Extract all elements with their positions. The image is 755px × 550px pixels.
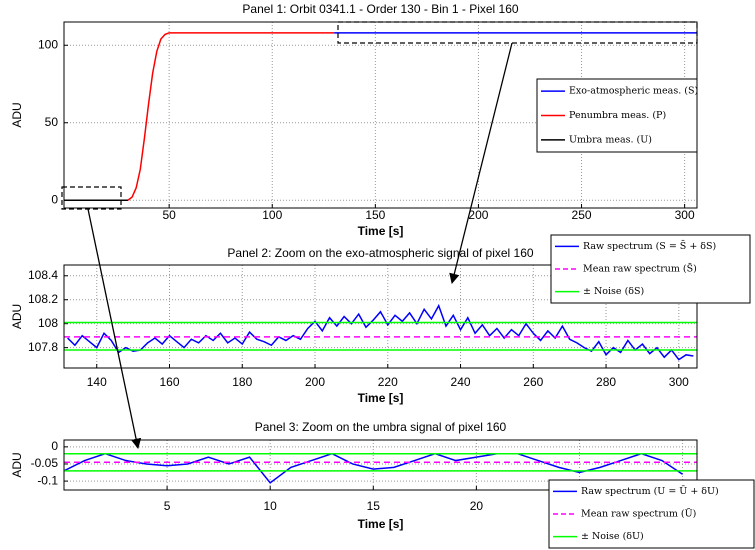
y-tick-label: 0	[51, 439, 58, 453]
y-tick-label: 107.8	[28, 340, 58, 354]
axes-frame	[63, 264, 698, 369]
x-tick-label: 20	[470, 499, 484, 513]
y-axis-label: ADU	[10, 304, 24, 329]
x-tick-label: 200	[305, 375, 325, 389]
series-line	[67, 303, 694, 361]
y-tick-label: 0	[51, 192, 58, 206]
legend-label: Mean raw spectrum (Ū)	[581, 508, 696, 520]
series-line	[127, 32, 335, 201]
chart-title: Panel 3: Zoom on the umbra signal of pix…	[255, 420, 507, 434]
annotation	[87, 208, 142, 450]
y-tick-label: 108	[38, 316, 58, 330]
x-tick-label: 15	[367, 499, 381, 513]
x-tick-label: 220	[378, 375, 398, 389]
legend-label: Raw spectrum (U = Ū + δU)	[581, 485, 719, 497]
legend-label: Penumbra meas. (P)	[569, 110, 666, 121]
y-axis-label: ADU	[10, 452, 24, 477]
y-tick-label: 50	[45, 115, 59, 129]
x-tick-label: 50	[162, 208, 176, 222]
legend-label: Exo-atmospheric meas. (S)	[569, 86, 698, 97]
x-tick-label: 240	[451, 375, 471, 389]
series-line	[64, 452, 683, 484]
x-axis-label: Time [s]	[358, 517, 404, 531]
x-tick-label: 160	[159, 375, 179, 389]
legend-box	[548, 479, 755, 549]
chart-title: Panel 1: Orbit 0341.1 - Order 130 - Bin …	[242, 2, 518, 16]
annotation	[449, 42, 513, 285]
x-tick-label: 10	[264, 499, 278, 513]
plot-area	[64, 32, 697, 201]
chart-title: Panel 2: Zoom on the exo-atmospheric sig…	[227, 246, 534, 260]
x-tick-label: 260	[523, 375, 543, 389]
axes-frame	[63, 439, 698, 491]
plot-area	[64, 452, 697, 484]
x-tick-label: 180	[232, 375, 252, 389]
y-tick-label: -0.05	[31, 456, 59, 470]
x-tick-label: 100	[262, 208, 282, 222]
plot-area	[64, 303, 697, 361]
legend-label: Raw spectrum (S = S̄ + δS)	[583, 240, 716, 252]
x-tick-label: 200	[468, 208, 488, 222]
legend-label: Umbra meas. (U)	[569, 134, 652, 145]
x-tick-label: 250	[572, 208, 592, 222]
legend-label: ± Noise (δU)	[581, 531, 644, 542]
x-tick-label: 300	[669, 375, 689, 389]
x-tick-label: 5	[164, 499, 171, 513]
y-tick-label: 100	[38, 37, 58, 51]
x-tick-label: 150	[365, 208, 385, 222]
x-tick-label: 300	[675, 208, 695, 222]
y-tick-label: 108.2	[28, 292, 58, 306]
y-tick-label: 108.4	[28, 268, 58, 282]
y-axis-label: ADU	[10, 102, 24, 127]
annotation	[337, 21, 698, 44]
legend-box	[550, 234, 751, 304]
annotation	[61, 186, 122, 210]
y-tick-label: -0.1	[37, 473, 58, 487]
x-tick-label: 280	[596, 375, 616, 389]
legend-label: ± Noise (δS)	[583, 286, 644, 297]
x-tick-label: 140	[87, 375, 107, 389]
x-axis-label: Time [s]	[358, 391, 404, 405]
x-axis-label: Time [s]	[358, 224, 404, 238]
legend-label: Mean raw spectrum (S̄)	[583, 263, 697, 275]
